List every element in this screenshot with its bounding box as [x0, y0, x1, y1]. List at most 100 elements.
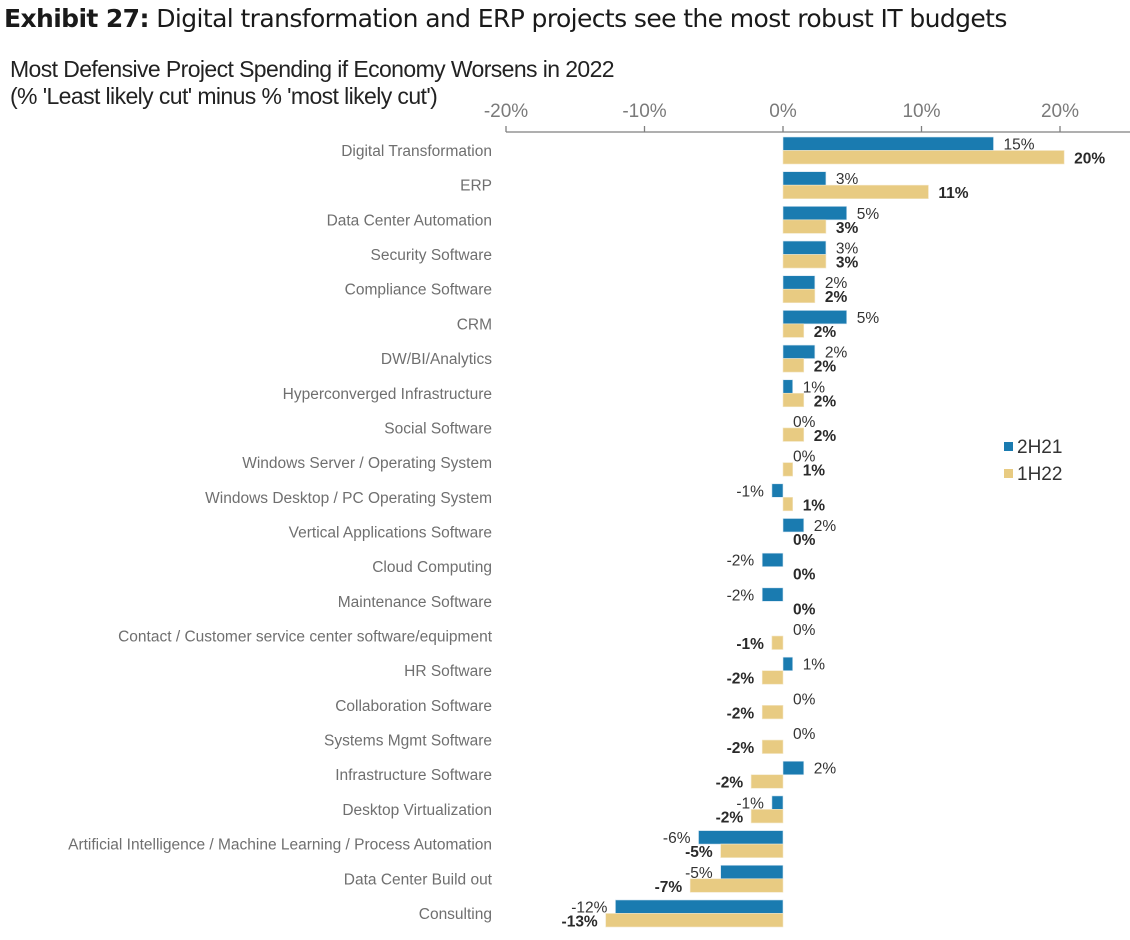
data-label-2h21: 1% [803, 657, 826, 674]
category-label: Infrastructure Software [335, 767, 492, 784]
data-label-1h22: 2% [814, 324, 837, 341]
category-label: ERP [460, 178, 492, 195]
data-label-2h21: -5% [685, 865, 713, 882]
data-label-2h21: 0% [793, 449, 816, 466]
data-label-1h22: 3% [836, 220, 859, 237]
bar-2h21 [782, 136, 994, 151]
bar-2h21 [698, 830, 784, 845]
bar-1h22 [782, 184, 929, 199]
data-label-1h22: 2% [825, 289, 848, 306]
bar-1h22 [782, 392, 805, 408]
category-label: Social Software [384, 420, 492, 437]
category-label: Data Center Build out [344, 871, 493, 888]
category-label: Data Center Automation [327, 212, 492, 229]
bar-2h21 [782, 379, 793, 394]
bar-1h22 [782, 358, 805, 373]
data-label-2h21: 2% [814, 518, 837, 535]
legend-swatch-1h22 [1004, 469, 1013, 478]
legend-swatch-2h21 [1004, 442, 1013, 451]
data-label-2h21: 15% [1004, 137, 1035, 154]
category-label: Consulting [419, 906, 492, 923]
data-label-2h21: 2% [814, 761, 837, 778]
category-label: Security Software [371, 247, 492, 264]
data-label-1h22: 1% [803, 463, 826, 480]
data-label-2h21: 2% [825, 345, 848, 362]
exhibit-heading: Exhibit 27: Digital transformation and E… [4, 4, 1007, 33]
bar-2h21 [761, 587, 784, 602]
category-label: DW/BI/Analytics [381, 351, 492, 368]
data-label-1h22: 2% [814, 428, 837, 445]
bar-2h21 [720, 864, 784, 880]
x-tick-label: -10% [622, 101, 666, 122]
x-tick-label: 0% [769, 101, 797, 122]
data-label-2h21: -2% [727, 553, 755, 570]
data-label-1h22: 3% [836, 255, 859, 272]
bar-2h21 [782, 240, 827, 255]
data-label-1h22: -13% [562, 913, 598, 930]
data-label-2h21: -1% [736, 483, 764, 500]
bar-2h21 [782, 760, 805, 776]
data-label-2h21: 0% [793, 414, 816, 431]
bar-1h22 [771, 635, 784, 650]
bar-1h22 [782, 462, 793, 477]
category-label: Windows Desktop / PC Operating System [205, 490, 492, 507]
category-label: Contact / Customer service center softwa… [118, 629, 493, 646]
chart-subtitle: (% 'Least likely cut' minus % 'most like… [10, 83, 438, 109]
bar-1h22 [782, 496, 793, 512]
bar-1h22 [782, 427, 805, 442]
exhibit-label: Exhibit 27: [4, 4, 149, 33]
bar-1h22 [750, 774, 784, 789]
legend-label-1h22: 1H22 [1017, 464, 1062, 485]
data-label-2h21: 0% [793, 691, 816, 708]
data-label-1h22: 1% [803, 497, 826, 514]
bar-2h21 [782, 344, 816, 359]
data-label-1h22: -2% [727, 740, 755, 757]
category-label: Artificial Intelligence / Machine Learni… [68, 837, 492, 854]
data-label-1h22: -2% [727, 671, 755, 688]
bar-1h22 [720, 843, 784, 858]
bar-2h21 [782, 310, 848, 325]
bar-2h21 [771, 483, 784, 498]
bar-1h22 [689, 878, 784, 893]
data-label-2h21: 5% [857, 206, 880, 223]
bar-1h22 [782, 323, 805, 338]
legend-label-2h21: 2H21 [1017, 437, 1062, 458]
bar-2h21 [761, 552, 784, 567]
category-label: Maintenance Software [338, 594, 492, 611]
data-label-1h22: 2% [814, 393, 837, 410]
bar-1h22 [782, 219, 827, 234]
data-label-2h21: 3% [836, 171, 859, 188]
bar-2h21 [782, 171, 827, 186]
bar-1h22 [750, 809, 784, 824]
bar-1h22 [782, 150, 1065, 165]
data-label-1h22: -7% [655, 879, 683, 896]
bar-2h21 [771, 795, 784, 810]
category-label: Digital Transformation [341, 143, 492, 160]
category-label: Compliance Software [345, 282, 492, 299]
x-tick-label: -20% [484, 101, 528, 122]
category-label: Cloud Computing [372, 559, 492, 576]
category-label: Vertical Applications Software [289, 524, 492, 541]
chart-title: Most Defensive Project Spending if Econo… [10, 56, 615, 82]
bar-1h22 [782, 254, 827, 269]
category-label: Windows Server / Operating System [242, 455, 492, 472]
data-label-1h22: 2% [814, 359, 837, 376]
category-label: Hyperconverged Infrastructure [283, 386, 492, 403]
data-label-2h21: -1% [736, 795, 764, 812]
exhibit-title: Digital transformation and ERP projects … [156, 4, 1007, 33]
data-label-2h21: 5% [857, 310, 880, 327]
data-label-2h21: -2% [727, 587, 755, 604]
data-label-1h22: 11% [938, 185, 968, 202]
data-label-2h21: -6% [663, 830, 691, 847]
bar-1h22 [761, 670, 784, 685]
data-label-2h21: -12% [571, 899, 607, 916]
chart-title-block: Most Defensive Project Spending if Econo… [10, 56, 615, 110]
category-label: Collaboration Software [335, 698, 492, 715]
category-label: Systems Mgmt Software [324, 733, 492, 750]
bar-2h21 [782, 656, 793, 672]
bar-1h22 [761, 705, 784, 720]
bar-2h21 [615, 899, 784, 914]
data-label-1h22: -5% [685, 844, 713, 861]
bar-1h22 [761, 739, 784, 754]
